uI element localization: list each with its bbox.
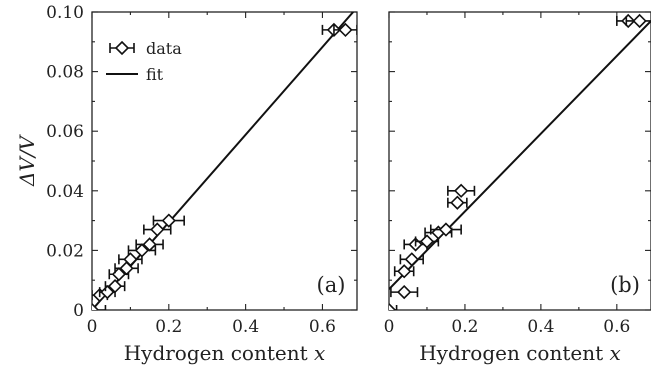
x-axis-label: Hydrogen content x <box>124 341 326 365</box>
data-point <box>389 302 397 310</box>
y-tick-label: 0.02 <box>46 241 84 261</box>
y-tick-label: 0.08 <box>46 63 84 83</box>
data-point <box>632 13 647 29</box>
data-point <box>419 234 435 249</box>
data-points <box>92 22 357 310</box>
x-tick-label: 0 <box>384 317 395 337</box>
data-point <box>438 222 454 237</box>
y-tick-label: 0.10 <box>46 3 84 23</box>
legend: data fit <box>106 39 182 84</box>
x-tick-label: 0 <box>87 317 98 337</box>
x-axis-label: Hydrogen content x <box>419 341 621 365</box>
data-point <box>404 252 419 267</box>
legend-label-fit: fit <box>146 65 164 84</box>
plot-frame <box>388 11 651 311</box>
data-point <box>161 213 176 228</box>
data-point <box>142 237 157 252</box>
y-tick-label: 0 <box>73 301 84 321</box>
x-tick-label: 0.2 <box>451 317 478 337</box>
y-tick-label: 0.04 <box>46 182 84 202</box>
y-tick-label: 0.06 <box>46 122 84 142</box>
data-point <box>397 264 412 279</box>
data-point <box>100 284 115 300</box>
x-tick-label: 0.6 <box>309 317 336 337</box>
data-points <box>389 13 651 310</box>
x-tick-label: 0.4 <box>232 317 259 337</box>
panel-label: (b) <box>610 273 640 297</box>
panel-label: (a) <box>317 273 346 297</box>
data-point <box>107 279 123 294</box>
data-point <box>450 195 465 210</box>
data-point <box>454 183 469 198</box>
fit-line <box>389 20 651 290</box>
data-point <box>92 302 100 310</box>
data-point <box>397 284 412 300</box>
legend-marker <box>114 40 130 56</box>
data-point <box>338 22 353 38</box>
data-point <box>150 222 165 237</box>
x-tick-label: 0.6 <box>603 317 630 337</box>
legend-label-data: data <box>146 39 182 58</box>
x-tick-label: 0.4 <box>527 317 554 337</box>
data-point <box>123 252 138 267</box>
y-axis-label: ΔV/V <box>15 133 39 187</box>
panel-a: 0 0.2 0.4 0.6 0 0.02 0.04 0.06 0.08 0.10 (a) Hydrog… <box>15 3 358 365</box>
panel-b: 0 0.2 0.4 0.6 (b) Hydrogen content x <box>384 11 651 365</box>
data-point <box>134 243 150 258</box>
x-tick-label: 0.2 <box>155 317 182 337</box>
